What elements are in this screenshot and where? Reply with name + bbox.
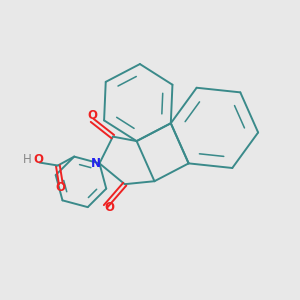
Text: O: O [87,109,97,122]
Text: O: O [33,153,43,166]
Text: N: N [91,157,101,170]
Text: O: O [104,202,114,214]
Text: O: O [56,181,66,194]
Text: H: H [22,153,31,166]
